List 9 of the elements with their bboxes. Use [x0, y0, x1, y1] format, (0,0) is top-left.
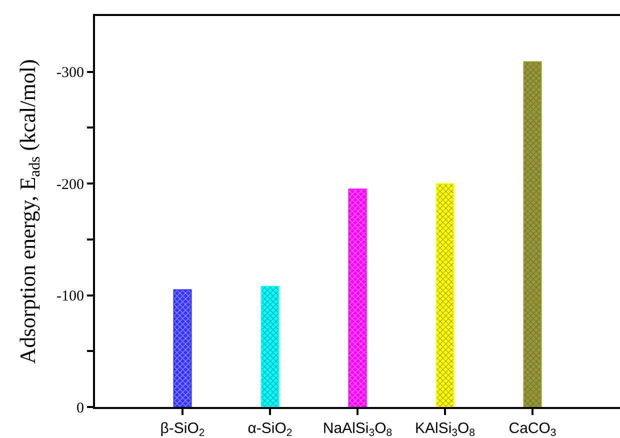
- y-tick-label: 0: [76, 400, 84, 416]
- x-tick-label: β-SiO$_{2}$: [160, 420, 205, 438]
- y-tick-label: -300: [56, 65, 84, 82]
- y-tick-label: -100: [56, 288, 84, 305]
- x-tick-label: CaCO$_{3}$: [508, 420, 556, 438]
- y-tick-label: -200: [56, 176, 84, 193]
- x-tick-label: KAlSi$_{3}$O$_{8}$: [414, 420, 476, 438]
- x-tick-label: α-SiO$_{2}$: [248, 420, 292, 438]
- x-tick-label: NaAlSi$_{3}$O$_{8}$: [322, 420, 392, 438]
